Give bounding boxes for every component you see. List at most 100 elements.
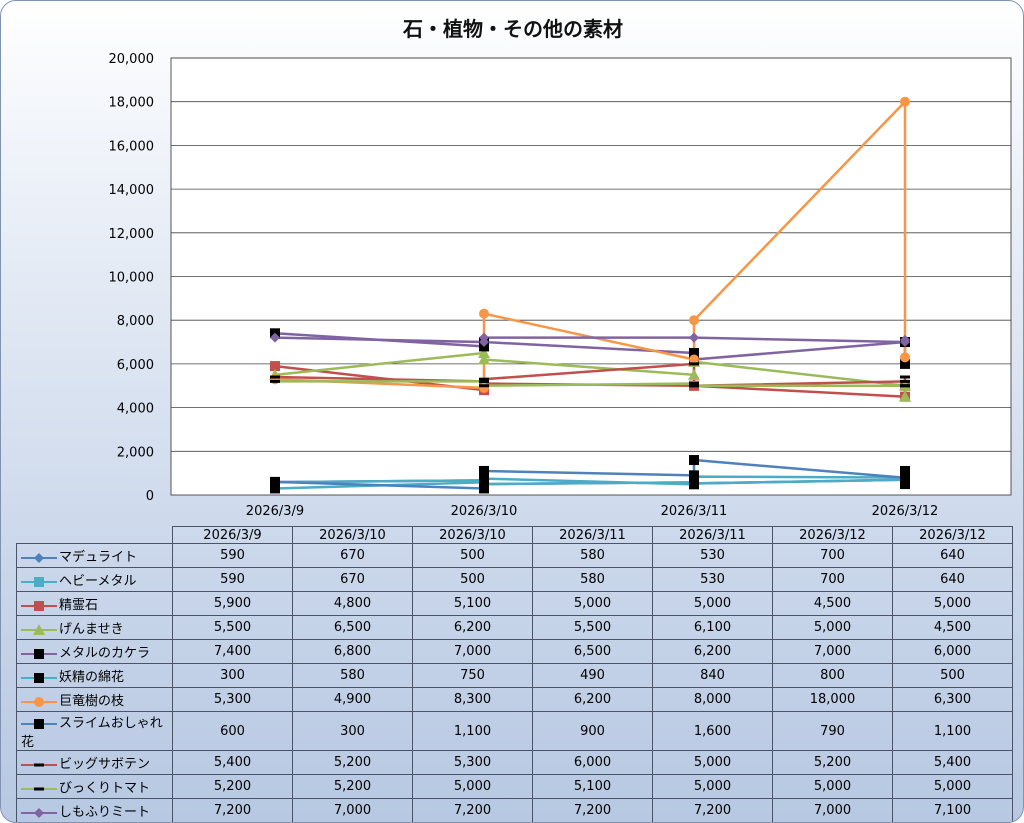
series-7-point — [900, 352, 910, 363]
table-cell: 700 — [772, 543, 893, 568]
x-tick-label: 2026/3/11 — [661, 504, 728, 519]
table-row: びっくりトマト 5,200 5,200 5,000 5,100 5,000 5,000 5,0… — [16, 774, 1013, 799]
series-6-point — [479, 473, 489, 484]
series-label-cell: ビッグサボテン — [16, 750, 173, 775]
table-cell: 1,100 — [892, 711, 1013, 751]
series-8-point — [900, 472, 910, 483]
chart-title: 石・植物・その他の素材 — [403, 17, 623, 41]
table-cell: 5,200 — [292, 774, 413, 799]
x-tick-label: 2026/3/10 — [451, 504, 518, 519]
series-name: ヘビーメタル — [59, 574, 137, 589]
table-cell: 300 — [292, 711, 413, 751]
table-cell: 5,000 — [652, 750, 773, 775]
series-5-point — [689, 347, 699, 358]
table-row: ヘビーメタル 590 670 500 580 530 700 640 — [16, 567, 1013, 592]
table-cell: 6,500 — [292, 615, 413, 640]
series-7-point — [689, 315, 699, 326]
series-name: しもふりミート — [59, 805, 151, 820]
table-cell: 6,200 — [532, 687, 653, 712]
legend-key-icon — [21, 600, 57, 611]
table-cell: 700 — [772, 567, 893, 592]
series-name: げんませき — [59, 622, 124, 637]
y-tick-label: 14,000 — [109, 183, 155, 198]
table-cell: 8,300 — [412, 687, 533, 712]
legend-key-icon — [21, 763, 57, 766]
table-cell: 7,000 — [412, 639, 533, 664]
table-cell: 6,100 — [652, 615, 773, 640]
legend-key-icon — [21, 552, 57, 563]
series-3-point — [270, 361, 280, 372]
series-name: スライムおしゃれ花 — [21, 716, 163, 750]
table-cell: 600 — [172, 711, 293, 751]
legend-key-icon — [21, 576, 57, 587]
series-7-point — [900, 96, 910, 107]
table-cell: 7,200 — [532, 798, 653, 822]
table-cell: 590 — [172, 567, 293, 592]
series-4-point — [478, 353, 490, 365]
table-cell: 580 — [532, 567, 653, 592]
series-name: マデュライト — [59, 550, 138, 565]
y-tick-label: 4,000 — [117, 402, 154, 417]
table-cell: 580 — [532, 543, 653, 568]
legend-key-icon — [21, 696, 57, 707]
data-table: 2026/3/9 2026/3/10 2026/3/10 2026/3/11 2026/… — [16, 526, 1013, 822]
table-cell: 670 — [292, 543, 413, 568]
table-cell: 500 — [412, 567, 533, 592]
series-11-point — [270, 332, 280, 343]
series-line-10 — [275, 380, 905, 388]
series-6-point — [270, 483, 280, 494]
series-10-point — [270, 379, 280, 383]
series-label-cell: マデュライト — [16, 543, 173, 568]
table-header-cell: 2026/3/9 — [172, 526, 293, 544]
table-cell: 6,800 — [292, 639, 413, 664]
table-cell: 4,500 — [892, 615, 1013, 640]
series-label-cell: ヘビーメタル — [16, 567, 173, 592]
table-cell: 7,000 — [772, 798, 893, 822]
table-row: メタルのカケラ 7,400 6,800 7,000 6,500 6,200 7,000 6,0… — [16, 639, 1013, 664]
table-cell: 4,500 — [772, 591, 893, 616]
table-cell: 900 — [532, 711, 653, 751]
table-cell: 5,000 — [652, 774, 773, 799]
y-tick-label: 6,000 — [117, 358, 154, 373]
table-cell: 800 — [772, 663, 893, 688]
table-corner — [16, 526, 173, 544]
series-8-point — [479, 483, 489, 494]
series-name: 精霊石 — [59, 598, 99, 613]
table-cell: 530 — [652, 543, 773, 568]
table-header-cell: 2026/3/10 — [292, 526, 413, 544]
table-cell: 5,300 — [172, 687, 293, 712]
table-row: 精霊石 5,900 4,800 5,100 5,000 5,000 4,500 5,000 — [16, 591, 1013, 616]
table-cell: 5,000 — [892, 591, 1013, 616]
y-tick-label: 20,000 — [109, 52, 155, 67]
x-tick-label: 2026/3/9 — [246, 504, 304, 519]
series-8-point — [689, 455, 699, 466]
y-tick-label: 8,000 — [117, 314, 154, 329]
table-header-row: 2026/3/9 2026/3/10 2026/3/10 2026/3/11 2026/… — [16, 526, 1013, 544]
series-4-point — [478, 346, 490, 358]
table-cell: 6,200 — [412, 615, 533, 640]
table-cell: 7,100 — [892, 798, 1013, 822]
y-tick-label: 0 — [146, 489, 154, 504]
series-label-cell: 精霊石 — [16, 591, 173, 616]
series-label-cell: びっくりトマト — [16, 774, 173, 799]
table-cell: 530 — [652, 567, 773, 592]
series-label-cell: 妖精の綿花 — [16, 663, 173, 688]
series-9-point — [900, 375, 910, 379]
table-cell: 5,000 — [892, 774, 1013, 799]
table-cell: 840 — [652, 663, 773, 688]
table-cell: 5,200 — [772, 750, 893, 775]
y-tick-label: 10,000 — [109, 271, 155, 286]
series-11-point — [689, 332, 699, 343]
table-cell: 5,000 — [652, 591, 773, 616]
table-header-cell: 2026/3/11 — [532, 526, 653, 544]
series-7-point — [689, 354, 699, 365]
table-cell: 490 — [532, 663, 653, 688]
table-cell: 7,000 — [772, 639, 893, 664]
series-name: 巨竜樹の枝 — [59, 694, 125, 709]
series-label-cell: スライムおしゃれ花 — [16, 711, 173, 751]
table-cell: 5,000 — [772, 615, 893, 640]
series-9-point — [689, 362, 699, 366]
table-cell: 5,000 — [772, 774, 893, 799]
y-tick-label: 16,000 — [109, 139, 155, 154]
